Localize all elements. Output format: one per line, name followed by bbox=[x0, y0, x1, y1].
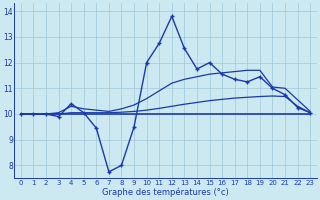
X-axis label: Graphe des températures (°c): Graphe des températures (°c) bbox=[102, 187, 229, 197]
